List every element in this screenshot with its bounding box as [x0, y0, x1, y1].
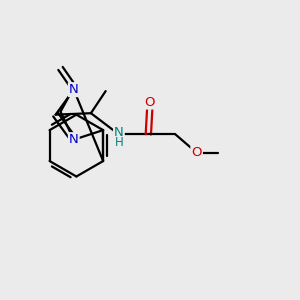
Text: O: O	[191, 146, 202, 159]
Text: N: N	[69, 133, 79, 146]
Text: H: H	[115, 136, 123, 149]
Text: N: N	[69, 83, 79, 96]
Text: O: O	[145, 95, 155, 109]
Text: N: N	[114, 126, 124, 140]
